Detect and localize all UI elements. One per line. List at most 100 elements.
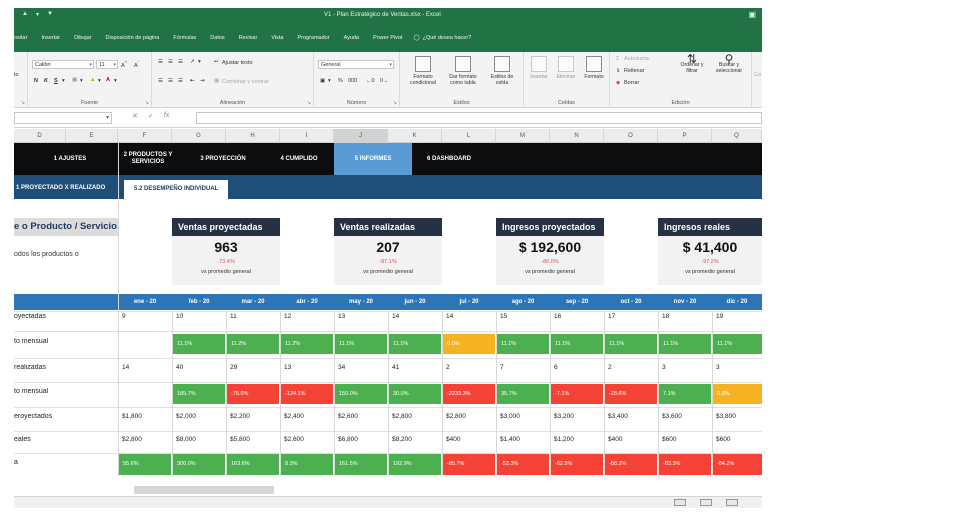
paste-fragment[interactable]: to xyxy=(14,72,19,78)
tell-me-box[interactable]: ◯ ¿Qué desea hacer? xyxy=(413,35,471,41)
income-real-cell[interactable]: $400 xyxy=(446,436,461,443)
income-projected-cell[interactable]: $2,800 xyxy=(446,413,466,420)
cancel-icon[interactable]: ✕ xyxy=(132,113,138,120)
normal-view-icon[interactable] xyxy=(674,499,686,506)
increase-decimal-icon[interactable]: ←0 xyxy=(366,78,375,84)
tab-insertar[interactable]: Insertar xyxy=(41,35,61,41)
nav-dashboard[interactable]: 6 DASHBOARD xyxy=(426,155,471,162)
save-icon[interactable]: ▲ xyxy=(22,11,28,17)
realized-cell[interactable]: 41 xyxy=(392,364,400,371)
page-break-view-icon[interactable] xyxy=(726,499,738,506)
growth-cell[interactable]: -2233.3% xyxy=(442,384,495,404)
projected-cell[interactable]: 12 xyxy=(284,313,292,320)
income-real-cell[interactable]: $1,400 xyxy=(500,436,520,443)
income-real-cell[interactable]: $8,200 xyxy=(392,436,412,443)
realized-cell[interactable]: 7 xyxy=(500,364,504,371)
formula-input[interactable] xyxy=(196,112,762,124)
income-projected-cell[interactable]: $2,800 xyxy=(392,413,412,420)
growth-cell[interactable]: -7.1% xyxy=(550,384,603,404)
growth-cell[interactable]: 11.1% xyxy=(712,334,762,354)
font-color-icon[interactable]: A xyxy=(106,77,110,83)
percent-cell[interactable]: -62.5% xyxy=(550,454,603,475)
ribbon-fragment-right[interactable]: Co xyxy=(754,72,762,78)
column-header-o[interactable]: O xyxy=(604,129,658,143)
realized-cell[interactable]: 2 xyxy=(608,364,612,371)
percent-cell[interactable]: -85.7% xyxy=(442,454,495,475)
income-projected-cell[interactable]: $1,800 xyxy=(122,413,142,420)
growth-cell[interactable]: 35.7% xyxy=(496,384,549,404)
clear-button[interactable]: Borrar xyxy=(624,80,640,86)
bold-icon[interactable]: N xyxy=(34,78,38,84)
align-middle-icon[interactable]: ☰ xyxy=(168,59,173,65)
realized-cell[interactable]: 3 xyxy=(716,364,720,371)
qat-dropdown-icon[interactable]: ▾ xyxy=(35,12,39,18)
percent-cell[interactable]: 300.0% xyxy=(172,454,225,475)
percent-cell[interactable]: -83.3% xyxy=(658,454,711,475)
column-header-d[interactable]: D xyxy=(14,129,66,143)
align-top-icon[interactable]: ☰ xyxy=(158,59,163,65)
realized-cell[interactable]: 29 xyxy=(230,364,238,371)
column-header-e[interactable]: E xyxy=(66,129,118,143)
growth-cell[interactable]: 11.2% xyxy=(226,334,279,354)
tab-programador[interactable]: Programador xyxy=(297,35,330,41)
growth-cell[interactable]: 0.0% xyxy=(712,384,762,404)
wrap-text-button[interactable]: Ajustar texto xyxy=(222,60,253,66)
chevron-down-icon[interactable]: ▾ xyxy=(80,78,83,84)
column-header-n[interactable]: N xyxy=(550,129,604,143)
growth-cell[interactable]: 11.1% xyxy=(496,334,549,354)
income-real-cell[interactable]: $5,800 xyxy=(230,436,250,443)
income-real-cell[interactable]: $1,200 xyxy=(554,436,574,443)
income-real-cell[interactable]: $600 xyxy=(716,436,731,443)
column-header-p[interactable]: P xyxy=(658,129,712,143)
cell-styles-button[interactable]: Estilos de celda xyxy=(484,56,520,86)
align-right-icon[interactable]: ☰ xyxy=(178,78,183,84)
customize-icon[interactable]: ▼ xyxy=(46,11,53,17)
nav-cumplido[interactable]: 4 CUMPLIDO xyxy=(280,155,318,162)
comma-style-icon[interactable]: 000 xyxy=(348,78,358,84)
realized-cell[interactable]: 6 xyxy=(554,364,558,371)
growth-cell[interactable]: 30.0% xyxy=(388,384,441,404)
sort-filter-button[interactable]: ⇅ Ordenar y filtrar xyxy=(676,53,708,75)
projected-cell[interactable]: 10 xyxy=(176,313,184,320)
font-size-select[interactable]: 11 ▾ xyxy=(96,60,118,69)
tab-ayuda[interactable]: Ayuda xyxy=(343,35,360,41)
increase-indent-icon[interactable]: ⇥ xyxy=(200,78,205,84)
growth-cell[interactable]: 11.1% xyxy=(334,334,387,354)
column-header-i[interactable]: I xyxy=(280,129,334,143)
percent-cell[interactable]: 161.5% xyxy=(334,454,387,475)
ribbon-display-icon[interactable]: ▣ xyxy=(748,10,756,19)
number-format-select[interactable]: General ▾ xyxy=(318,60,394,69)
orientation-icon[interactable]: ↗ xyxy=(190,59,195,65)
income-projected-cell[interactable]: $2,600 xyxy=(338,413,358,420)
income-real-cell[interactable]: $2,800 xyxy=(122,436,142,443)
percent-cell[interactable]: 192.9% xyxy=(388,454,441,475)
growth-cell[interactable]: 11.1% xyxy=(604,334,657,354)
projected-cell[interactable]: 18 xyxy=(662,313,670,320)
projected-cell[interactable]: 14 xyxy=(446,313,454,320)
growth-cell[interactable]: 11.2% xyxy=(280,334,333,354)
chevron-down-icon[interactable]: ▾ xyxy=(62,78,65,84)
growth-cell[interactable]: 7.1% xyxy=(658,384,711,404)
percent-cell[interactable]: 55.6% xyxy=(118,454,171,475)
income-projected-cell[interactable]: $3,600 xyxy=(662,413,682,420)
nav-productos[interactable]: 2 PRODUCTOS Y SERVICIOS xyxy=(123,152,173,165)
percent-icon[interactable]: % xyxy=(338,78,343,84)
format-table-button[interactable]: Dar formato como tabla xyxy=(444,56,482,86)
nav-proyeccion[interactable]: 3 PROYECCIÓN xyxy=(200,155,246,162)
projected-cell[interactable]: 15 xyxy=(500,313,508,320)
percent-cell[interactable]: 8.3% xyxy=(280,454,333,475)
column-header-f[interactable]: F xyxy=(118,129,172,143)
decrease-indent-icon[interactable]: ⇤ xyxy=(190,78,195,84)
realized-cell[interactable]: 3 xyxy=(662,364,666,371)
income-projected-cell[interactable]: $2,400 xyxy=(284,413,304,420)
realized-cell[interactable]: 14 xyxy=(122,364,130,371)
projected-cell[interactable]: 16 xyxy=(554,313,562,320)
font-name-select[interactable]: Calibri ▾ xyxy=(32,60,94,69)
align-bottom-icon[interactable]: ☰ xyxy=(178,59,183,65)
nav-ajustes[interactable]: 1 AJUSTES xyxy=(53,155,87,162)
percent-cell[interactable]: -88.2% xyxy=(604,454,657,475)
percent-cell[interactable]: -53.3% xyxy=(496,454,549,475)
column-header-h[interactable]: H xyxy=(226,129,280,143)
projected-cell[interactable]: 19 xyxy=(716,313,724,320)
realized-cell[interactable]: 40 xyxy=(176,364,184,371)
